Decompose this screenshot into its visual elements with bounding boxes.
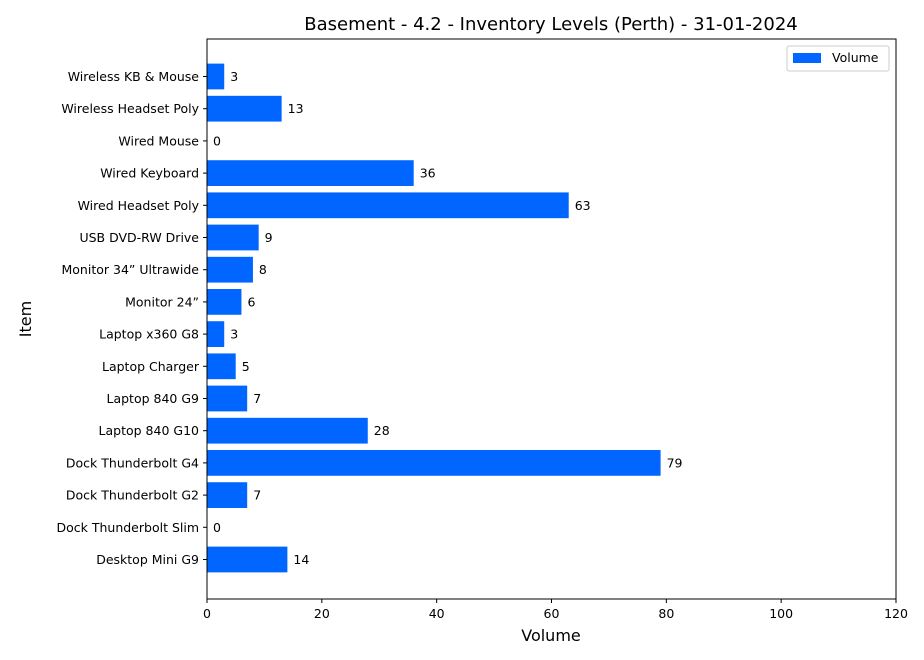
legend: Volume <box>786 45 890 72</box>
bar-0 <box>207 546 288 573</box>
data-label-10: 9 <box>265 230 273 245</box>
x-tick-label-0: 0 <box>203 606 211 621</box>
bar-9 <box>207 256 253 283</box>
chart-title: Basement - 4.2 - Inventory Levels (Perth… <box>304 14 797 35</box>
bar-15 <box>207 63 225 90</box>
bar-11 <box>207 192 569 219</box>
data-label-11: 63 <box>575 198 591 213</box>
x-axis-label: Volume <box>521 626 581 645</box>
y-tick-label-9: Monitor 34” Ultrawide <box>62 262 200 277</box>
legend-frame <box>786 45 890 72</box>
y-tick-label-2: Dock Thunderbolt G2 <box>66 488 199 503</box>
data-label-2: 7 <box>253 488 261 503</box>
x-tick-label-2: 40 <box>429 606 445 621</box>
x-tick-label-5: 100 <box>769 606 793 621</box>
data-label-8: 6 <box>247 294 255 309</box>
data-label-5: 7 <box>253 391 261 406</box>
plot-frame <box>206 38 897 600</box>
y-axis-label: Item <box>16 301 35 337</box>
y-axis-ticks: Desktop Mini G9 Dock Thunderbolt Slim Dock… <box>56 69 207 567</box>
y-tick-label-12: Wired Keyboard <box>100 166 199 181</box>
y-tick-label-6: Laptop Charger <box>102 359 200 374</box>
bar-10 <box>207 224 259 251</box>
y-tick-label-5: Laptop 840 G9 <box>107 391 200 406</box>
bar-14 <box>207 95 282 122</box>
data-label-12: 36 <box>420 166 436 181</box>
y-tick-label-13: Wired Mouse <box>118 133 199 148</box>
y-tick-label-11: Wired Headset Poly <box>78 198 200 213</box>
bars-layer <box>207 63 661 573</box>
x-tick-label-1: 20 <box>314 606 330 621</box>
y-tick-label-4: Laptop 840 G10 <box>99 423 199 438</box>
data-label-15: 3 <box>230 69 238 84</box>
data-label-14: 13 <box>288 101 304 116</box>
x-tick-label-4: 80 <box>658 606 674 621</box>
y-tick-label-7: Laptop x360 G8 <box>99 327 199 342</box>
y-tick-label-1: Dock Thunderbolt Slim <box>56 520 199 535</box>
y-tick-label-14: Wireless Headset Poly <box>61 101 199 116</box>
bar-6 <box>207 353 236 380</box>
data-label-1: 0 <box>213 520 221 535</box>
x-tick-label-6: 120 <box>884 606 908 621</box>
data-label-13: 0 <box>213 133 221 148</box>
data-label-9: 8 <box>259 262 267 277</box>
y-tick-label-15: Wireless KB & Mouse <box>68 69 200 84</box>
data-label-4: 28 <box>374 423 390 438</box>
bar-5 <box>207 385 248 412</box>
bar-12 <box>207 160 414 186</box>
data-label-6: 5 <box>242 359 250 374</box>
bar-7 <box>207 321 225 347</box>
data-label-0: 14 <box>293 552 309 567</box>
legend-entry-volume: Volume <box>832 50 879 65</box>
bar-8 <box>207 289 242 315</box>
y-tick-label-8: Monitor 24” <box>125 294 199 309</box>
legend-swatch <box>793 53 821 63</box>
y-tick-label-0: Desktop Mini G9 <box>96 552 199 567</box>
bar-2 <box>207 482 248 508</box>
data-label-3: 79 <box>667 455 683 470</box>
bar-3 <box>207 450 661 476</box>
x-axis-ticks: 0 20 40 60 80 100 120 <box>203 599 908 621</box>
data-label-7: 3 <box>230 327 238 342</box>
bar-4 <box>207 417 368 444</box>
y-tick-label-10: USB DVD-RW Drive <box>79 230 199 245</box>
y-tick-label-3: Dock Thunderbolt G4 <box>66 455 199 470</box>
x-tick-label-3: 60 <box>544 606 560 621</box>
